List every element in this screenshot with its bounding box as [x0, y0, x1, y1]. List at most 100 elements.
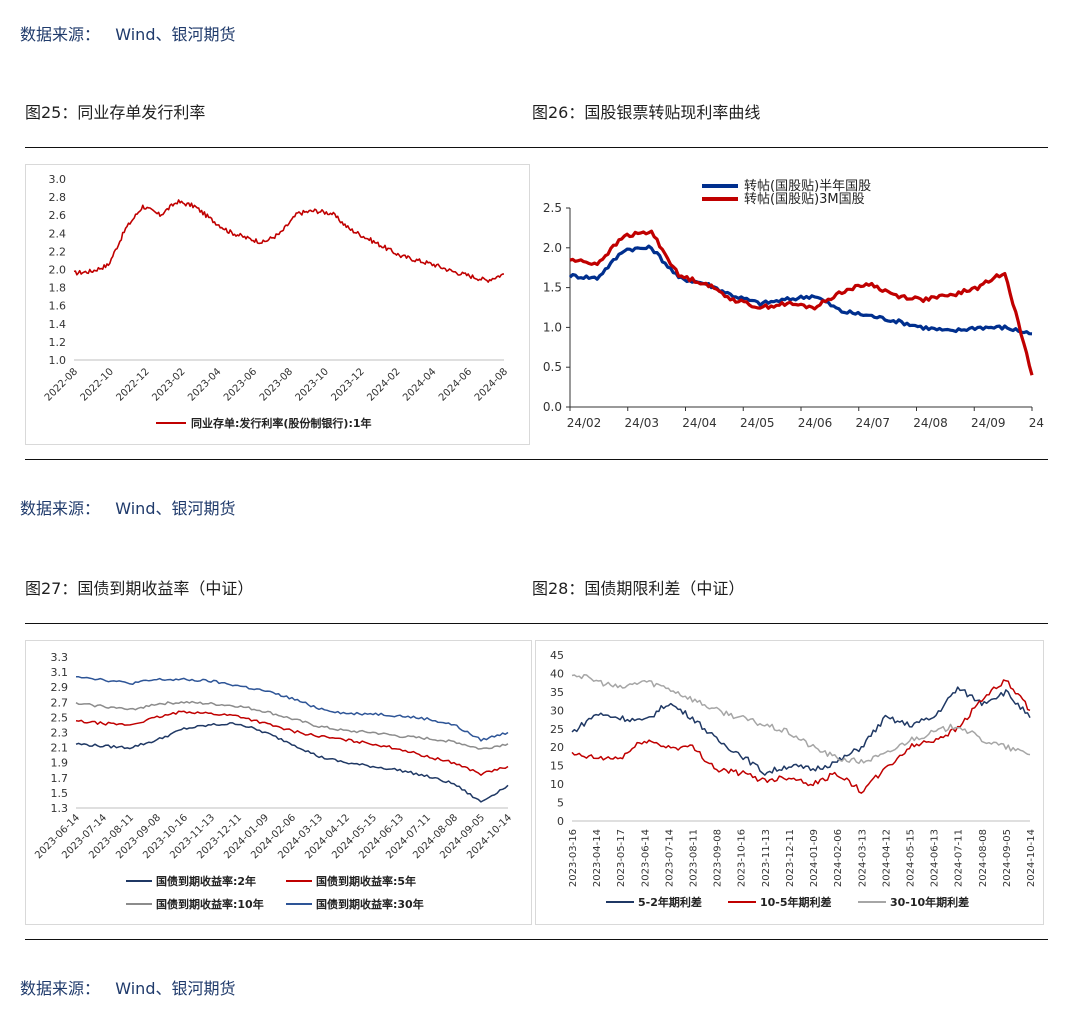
y-tick-label: 1.7	[51, 772, 69, 785]
y-tick-label: 25	[550, 723, 564, 736]
y-tick-label: 30	[550, 704, 564, 717]
x-tick-label: 24/07	[855, 416, 890, 430]
y-tick-label: 1.4	[49, 318, 67, 331]
x-tick-label: 2024-08	[473, 366, 510, 403]
x-tick-label: 24/10	[1029, 416, 1044, 430]
y-tick-label: 5	[557, 797, 564, 810]
x-tick-label: 2024-07-11	[954, 829, 965, 887]
source-note-2: 数据来源： Wind、银河期货	[20, 499, 236, 518]
x-tick-label: 2023-07-14	[664, 829, 675, 887]
series-line-3	[571, 673, 1031, 765]
x-tick-label: 2024-06-13	[930, 829, 941, 887]
source-note-3: 数据来源： Wind、银河期货	[20, 979, 236, 998]
y-tick-label: 1.0	[543, 320, 562, 334]
series-line-3	[75, 700, 509, 750]
x-tick-label: 2024-06	[437, 366, 474, 403]
y-tick-label: 3.1	[51, 666, 69, 679]
y-tick-label: 40	[550, 667, 564, 680]
fig28-chart: 45 40 35 30 25 20 15 10 5 0 2023-03-16 2023-04-14 20…	[550, 649, 1037, 909]
y-tick-label: 1.8	[49, 282, 67, 295]
fig25-chart: 3.0 2.8 2.6 2.4 2.2 2.0 1.8 1.6 1.4 1.2 1.02022-08…	[43, 173, 510, 430]
fig26-chart: 2.5 2.0 1.5 1.0 0.5 0.0 24/02 24/03 24/04 24/05 24…	[543, 179, 1063, 430]
x-tick-label: 24/09	[971, 416, 1006, 430]
x-tick-label: 2023-03-16	[568, 829, 579, 887]
y-tick-label: 3.0	[49, 173, 67, 186]
y-tick-label: 0.0	[543, 400, 562, 414]
fig25-panel: 3.0 2.8 2.6 2.4 2.2 2.0 1.8 1.6 1.4 1.2 1.0 2022-08…	[25, 164, 530, 445]
x-tick-label: 2024-04-12	[881, 829, 892, 887]
x-tick-label: 2024-02-06	[833, 829, 844, 887]
fig27-title: 图27：国债到期收益率（中证）	[25, 579, 254, 598]
x-tick-label: 2023-08	[258, 366, 295, 403]
legend-label-2: 国债到期收益率:5年	[316, 874, 416, 888]
y-tick-label: 2.2	[49, 245, 67, 258]
y-tick-label: 2.0	[543, 241, 562, 255]
fig25-title: 图25：同业存单发行利率	[25, 103, 206, 122]
y-tick-label: 1.0	[49, 354, 67, 367]
y-tick-label: 2.5	[543, 201, 562, 215]
x-tick-label: 24/03	[624, 416, 659, 430]
y-tick-label: 2.7	[51, 696, 69, 709]
x-tick-label: 24/06	[798, 416, 833, 430]
legend-label-2: 10-5年期利差	[760, 895, 832, 909]
fig28-panel: 45 40 35 30 25 20 15 10 5 0 2023-03-16 2023-04-14 20…	[535, 640, 1044, 925]
x-tick-label: 2024-05-15	[905, 829, 916, 887]
y-tick-label: 1.9	[51, 757, 69, 770]
x-tick-label: 2023-04	[186, 366, 223, 403]
x-tick-label: 2024-01-09	[809, 829, 820, 887]
y-tick-label: 45	[550, 649, 564, 662]
x-tick-label: 2024-08-08	[978, 829, 989, 887]
legend-label-1: 同业存单:发行利率(股份制银行):1年	[191, 416, 372, 430]
y-tick-label: 0	[557, 815, 564, 828]
x-tick-label: 24/02	[567, 416, 602, 430]
fig26-panel: 2.5 2.0 1.5 1.0 0.5 0.0 24/02 24/03 24/04 24/05 24…	[532, 164, 1063, 445]
y-tick-label: 2.3	[51, 727, 69, 740]
x-tick-label: 2023-05-17	[616, 829, 627, 887]
legend-label-1: 国债到期收益率:2年	[156, 874, 256, 888]
series-line-2	[571, 679, 1031, 794]
series-line-4	[75, 675, 509, 742]
x-tick-label: 2023-09-08	[713, 829, 724, 887]
fig27-chart: 3.33.12.92.72.52.32.11.91.71.51.32023-06…	[33, 651, 514, 911]
y-tick-label: 2.6	[49, 209, 67, 222]
y-tick-label: 1.2	[49, 336, 67, 349]
x-tick-label: 2024-03-13	[857, 829, 868, 887]
series-line-1	[568, 244, 1033, 336]
y-tick-label: 15	[550, 760, 564, 773]
y-tick-label: 3.3	[51, 651, 69, 664]
legend-label-2: 转帖(国股贴)3M国股	[744, 192, 865, 207]
x-tick-label: 2023-10-16	[737, 829, 748, 887]
x-tick-label: 2023-10	[294, 366, 331, 403]
x-tick-label: 2022-08	[43, 366, 80, 403]
y-tick-label: 2.9	[51, 681, 69, 694]
x-tick-label: 2022-10	[79, 366, 116, 403]
rule-row1-top	[25, 147, 1048, 148]
legend-label-3: 30-10年期利差	[890, 895, 969, 909]
x-tick-label: 2024-09-05	[1002, 829, 1013, 887]
x-tick-label: 24/08	[913, 416, 948, 430]
x-tick-label: 2023-12	[329, 366, 366, 403]
legend-label-1: 5-2年期利差	[638, 895, 702, 909]
x-tick-label: 24/04	[682, 416, 717, 430]
legend-label-4: 国债到期收益率:30年	[316, 897, 424, 911]
fig26-title: 图26：国股银票转贴现利率曲线	[532, 103, 761, 122]
source-note-1: 数据来源： Wind、银河期货	[20, 25, 236, 44]
x-tick-label: 2024-02	[365, 366, 402, 403]
x-tick-label: 2023-08-11	[689, 829, 700, 887]
y-tick-label: 1.6	[49, 300, 67, 313]
y-tick-label: 1.3	[51, 802, 69, 815]
x-tick-label: 2023-06-14	[640, 829, 651, 887]
x-tick-label: 24/05	[740, 416, 775, 430]
x-tick-label: 2024-10-14	[1026, 829, 1037, 887]
x-tick-label: 2022-12	[114, 366, 151, 403]
series-line-1	[73, 199, 505, 283]
y-tick-label: 2.8	[49, 191, 67, 204]
x-tick-label: 2023-11-13	[761, 829, 772, 887]
y-tick-label: 2.1	[51, 742, 69, 755]
series-line-2	[75, 710, 509, 776]
series-line-1	[571, 686, 1031, 776]
y-tick-label: 2.5	[51, 711, 69, 724]
y-tick-label: 1.5	[543, 281, 562, 295]
fig27-panel: 3.3 3.1 2.9 2.7 2.5 2.3 2.1 1.9 1.7 1.5 1.3 2023-06…	[25, 640, 532, 925]
x-tick-label: 2023-02	[150, 366, 187, 403]
